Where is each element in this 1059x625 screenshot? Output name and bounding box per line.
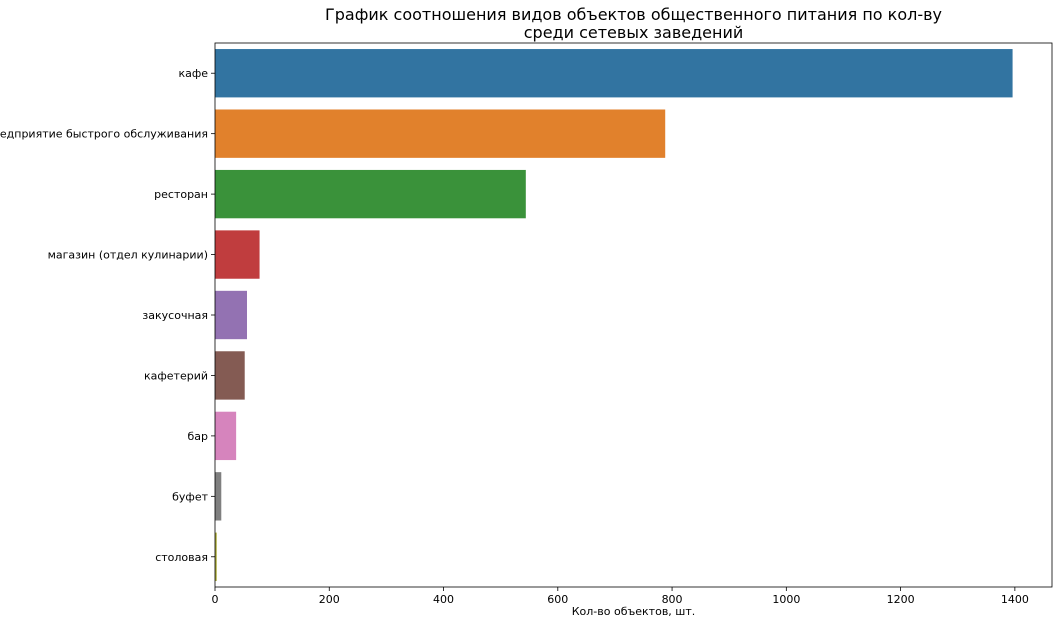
bar-2: [215, 109, 666, 158]
bar-5: [215, 290, 247, 340]
y-tick-label-2: предприятие быстрого обслуживания: [0, 128, 208, 141]
x-tick-label-8: 1400: [1001, 593, 1029, 606]
chart-title-line-1: График соотношения видов объектов общест…: [324, 5, 943, 24]
y-tick-label-1: кафе: [178, 67, 208, 80]
y-tick-label-7: бар: [187, 430, 208, 443]
x-axis-label: Кол-во объектов, шт.: [572, 605, 696, 618]
x-tick-label-1: 0: [212, 593, 219, 606]
chart-title-line-2: среди сетевых заведений: [523, 23, 744, 42]
y-tick-label-5: закусочная: [142, 309, 208, 322]
x-tick-label-6: 1000: [772, 593, 800, 606]
plot-frame: [214, 42, 1053, 588]
y-tick-label-6: кафетерий: [144, 369, 208, 382]
y-tick-label-4: магазин (отдел кулинарии): [48, 249, 208, 262]
bar-4: [215, 230, 260, 279]
y-tick-label-9: столовая: [155, 551, 208, 564]
bar-9: [215, 532, 217, 581]
bar-8: [215, 472, 222, 521]
x-tick-label-7: 1200: [887, 593, 915, 606]
x-tick-label-5: 800: [662, 593, 683, 606]
x-tick-label-4: 600: [547, 593, 568, 606]
bar-3: [215, 169, 526, 219]
bar-6: [215, 351, 245, 400]
y-tick-label-3: ресторан: [154, 188, 208, 201]
bar-1: [215, 49, 1013, 98]
x-tick-label-3: 400: [433, 593, 454, 606]
bar-7: [215, 411, 237, 461]
x-tick-label-2: 200: [319, 593, 340, 606]
y-tick-label-8: буфет: [172, 490, 208, 503]
